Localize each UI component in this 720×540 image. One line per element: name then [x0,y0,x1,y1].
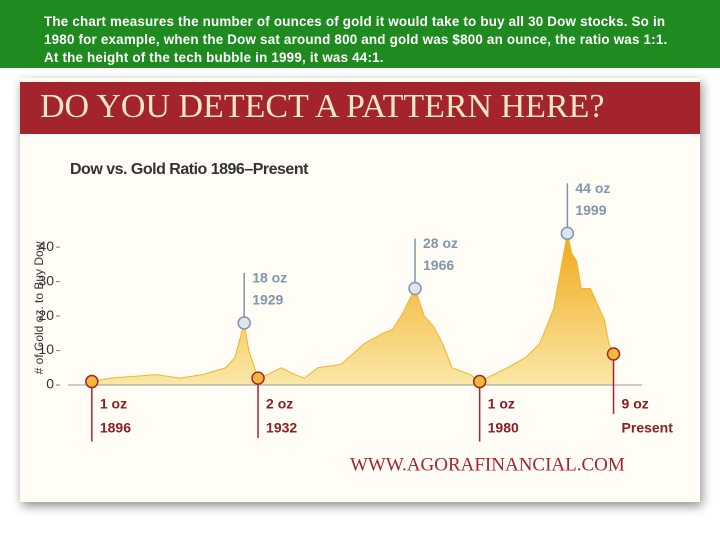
annotation-value: 2 oz [266,396,293,412]
annotation-value: 28 oz [423,235,458,251]
annotation-value: 44 oz [575,180,610,196]
annotation-marker [85,374,99,389]
annotation-value: 9 oz [622,396,649,412]
annotation-marker [560,226,575,241]
chart-frame: DO YOU DETECT A PATTERN HERE? Dow vs. Go… [20,78,700,502]
annotation-year: 1999 [575,202,606,218]
y-axis-label: # of Gold oz. to Buy Dow [32,241,46,374]
y-tick-label: 0 [46,376,54,392]
annotation-year: 1966 [423,257,454,273]
annotation-year: 1932 [266,420,297,436]
annotation-marker [251,371,265,385]
annotation-value: 1 oz [100,396,127,412]
annotation-marker [606,347,621,361]
caption: The chart measures the number of ounces … [0,0,720,68]
area [91,233,615,386]
annotation-year: Present [622,420,674,436]
y-tick-label: 10 [38,341,54,357]
chart: DO YOU DETECT A PATTERN HERE? Dow vs. Go… [20,78,700,502]
y-tick-label: 40 [38,238,54,254]
annotation-value: 1 oz [488,396,515,412]
annotation-marker [472,374,487,389]
chart-subtitle: Dow vs. Gold Ratio 1896–Present [70,161,309,178]
annotation-year: 1980 [488,420,519,436]
background [20,78,700,502]
y-tick-label: 30 [38,272,54,288]
y-tick-label: 20 [38,307,54,323]
title-banner [20,82,700,134]
annotation-marker [408,281,422,296]
chart-title: DO YOU DETECT A PATTERN HERE? [40,88,604,125]
annotation-year: 1929 [252,292,283,308]
source: WWW.AGORAFINANCIAL.COM [350,454,625,475]
annotation-marker [237,316,251,330]
annotation-value: 18 oz [252,270,287,286]
annotation-year: 1896 [100,420,131,436]
